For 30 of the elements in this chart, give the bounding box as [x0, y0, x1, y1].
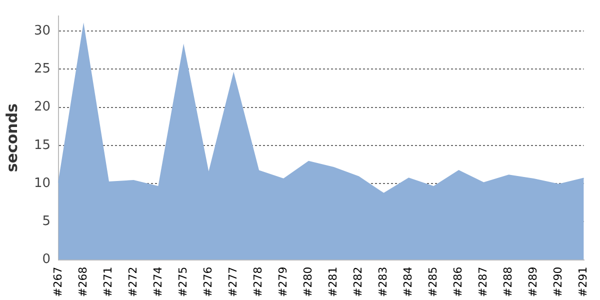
- x-tick-label: #268: [76, 266, 90, 298]
- x-tick-label: #271: [101, 266, 114, 298]
- x-tick-label: #284: [402, 266, 415, 298]
- y-tick-label: 0: [42, 252, 51, 268]
- x-tick-label: #291: [576, 266, 590, 298]
- x-tick-label: #289: [526, 266, 540, 298]
- x-tick-label: #280: [302, 266, 315, 298]
- x-tick-label: #267: [51, 266, 64, 298]
- y-tick-label: 15: [34, 138, 51, 153]
- x-tick-label: #288: [502, 266, 515, 298]
- y-tick-label: 30: [34, 23, 51, 38]
- x-tick-label: #286: [452, 266, 465, 298]
- y-tick-label: 20: [34, 100, 51, 115]
- x-tick-label: #285: [426, 266, 440, 298]
- y-axis-title: seconds: [2, 103, 21, 172]
- y-tick-label: 10: [34, 176, 51, 191]
- x-tick-label: #278: [252, 266, 264, 298]
- x-tick-label: #279: [276, 266, 290, 298]
- x-tick-label: #272: [126, 266, 140, 298]
- x-tick-label: #283: [376, 266, 390, 298]
- y-tick-label: 5: [42, 214, 51, 230]
- x-tick-label: #276: [201, 266, 214, 298]
- x-tick-label: #277: [226, 266, 240, 298]
- x-tick-label: #282: [352, 266, 365, 298]
- x-tick-label: #287: [476, 266, 490, 298]
- y-tick-label: 25: [34, 62, 51, 77]
- x-tick-label: #290: [552, 266, 565, 298]
- x-tick-label: #275: [176, 266, 190, 298]
- x-tick-label: #281: [326, 266, 340, 298]
- x-tick-label: #274: [151, 266, 164, 298]
